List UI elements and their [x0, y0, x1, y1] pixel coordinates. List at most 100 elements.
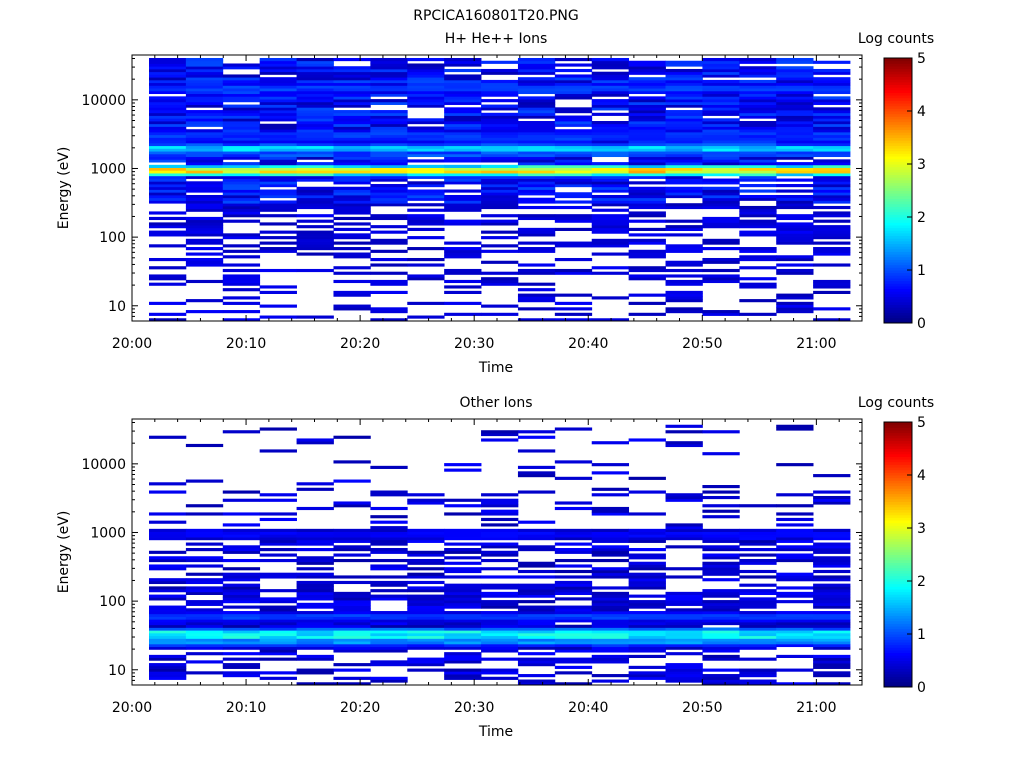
heatmap-cell [665, 498, 703, 502]
heatmap-cell [517, 449, 556, 453]
heatmap-cell [665, 528, 703, 532]
heatmap-cell [333, 575, 371, 579]
heatmap-cell [407, 605, 445, 609]
heatmap-cell [222, 110, 261, 114]
heatmap-cell [259, 517, 297, 522]
heatmap-cell [333, 227, 371, 231]
heatmap-cell [259, 449, 297, 453]
heatmap-cell [517, 227, 556, 231]
heatmap-cell [370, 580, 408, 585]
heatmap-cell [554, 591, 593, 595]
heatmap-cell [333, 96, 371, 100]
heatmap-cell [591, 463, 630, 467]
heatmap-cell [481, 671, 519, 675]
heatmap-cell [813, 495, 851, 500]
heatmap-cell [517, 82, 556, 86]
colorbar-segment [884, 602, 912, 606]
heatmap-cell [739, 282, 777, 286]
heatmap-cell [296, 164, 334, 168]
heatmap-cell [813, 632, 851, 637]
heatmap-cell [776, 145, 814, 149]
heatmap-cell [296, 63, 334, 67]
heatmap-cell [185, 556, 224, 560]
heatmap-cell [149, 112, 187, 116]
heatmap-cell [333, 181, 371, 185]
heatmap-cell [149, 131, 187, 136]
heatmap-cell [739, 58, 777, 62]
heatmap-cell [554, 137, 593, 141]
heatmap-cell [554, 140, 593, 144]
heatmap-cell [776, 79, 814, 84]
heatmap-cell [739, 597, 777, 601]
heatmap-cell [813, 178, 851, 182]
heatmap-cell [554, 616, 593, 620]
heatmap-cell [665, 85, 703, 89]
heatmap-cell [444, 255, 482, 259]
heatmap-cell [517, 167, 556, 171]
heatmap-cell [481, 591, 519, 595]
heatmap-cell [776, 255, 814, 259]
heatmap-cell [222, 167, 261, 171]
heatmap-cell [776, 586, 814, 590]
heatmap-cell [776, 164, 814, 168]
heatmap-cell [370, 679, 408, 683]
colorbar-segment [884, 304, 912, 308]
heatmap-cell [702, 430, 740, 434]
heatmap-cell [444, 159, 482, 163]
heatmap-cell [665, 299, 703, 303]
heatmap-cell [296, 682, 334, 686]
heatmap-cell [554, 583, 593, 587]
heatmap-cell [185, 142, 224, 147]
heatmap-cell [776, 531, 814, 535]
heatmap-cell [665, 597, 703, 601]
heatmap-cell [517, 268, 556, 273]
heatmap-cell [370, 589, 408, 593]
heatmap-cell [444, 205, 482, 210]
heatmap-cell [222, 534, 261, 538]
heatmap-cell [517, 126, 556, 130]
heatmap-cell [185, 531, 224, 535]
heatmap-cell [554, 660, 593, 664]
heatmap-cell [665, 443, 703, 448]
heatmap-cell [628, 567, 666, 571]
colorbar-segment [884, 198, 912, 202]
colorbar-segment [884, 485, 912, 489]
heatmap-cell [149, 646, 187, 650]
heatmap-cell [407, 71, 445, 75]
heatmap-cell [628, 121, 666, 125]
heatmap-cell [813, 498, 851, 502]
heatmap-cell [813, 641, 851, 645]
heatmap-cell [628, 175, 666, 179]
heatmap-cell [149, 482, 187, 486]
heatmap-cell [149, 96, 187, 100]
heatmap-cell [628, 578, 666, 582]
heatmap-cell [813, 674, 851, 678]
heatmap-cell [370, 526, 408, 530]
heatmap-cell [407, 175, 445, 179]
heatmap-cell [628, 277, 666, 281]
heatmap-cell [185, 104, 224, 108]
heatmap-cell [665, 164, 703, 168]
heatmap-cell [665, 310, 703, 314]
heatmap-cell [222, 244, 261, 248]
heatmap-cell [517, 123, 556, 127]
heatmap-cell [444, 290, 482, 294]
heatmap-cell [444, 90, 482, 95]
heatmap-cell [776, 556, 814, 560]
heatmap-cell [554, 153, 593, 158]
heatmap-cell [149, 257, 187, 262]
heatmap-cell [739, 156, 777, 160]
heatmap-cell [481, 646, 519, 650]
heatmap-cell [370, 93, 408, 97]
heatmap-cell [333, 90, 371, 95]
heatmap-cell [517, 591, 556, 595]
colorbar-segment [884, 97, 912, 101]
heatmap-cell [776, 616, 814, 620]
heatmap-cell [776, 682, 814, 686]
heatmap-cell [333, 247, 371, 251]
heatmap-cell [739, 214, 777, 218]
heatmap-cell [222, 249, 261, 253]
heatmap-cell [259, 153, 297, 158]
heatmap-cell [591, 654, 630, 658]
heatmap-cell [149, 194, 187, 199]
